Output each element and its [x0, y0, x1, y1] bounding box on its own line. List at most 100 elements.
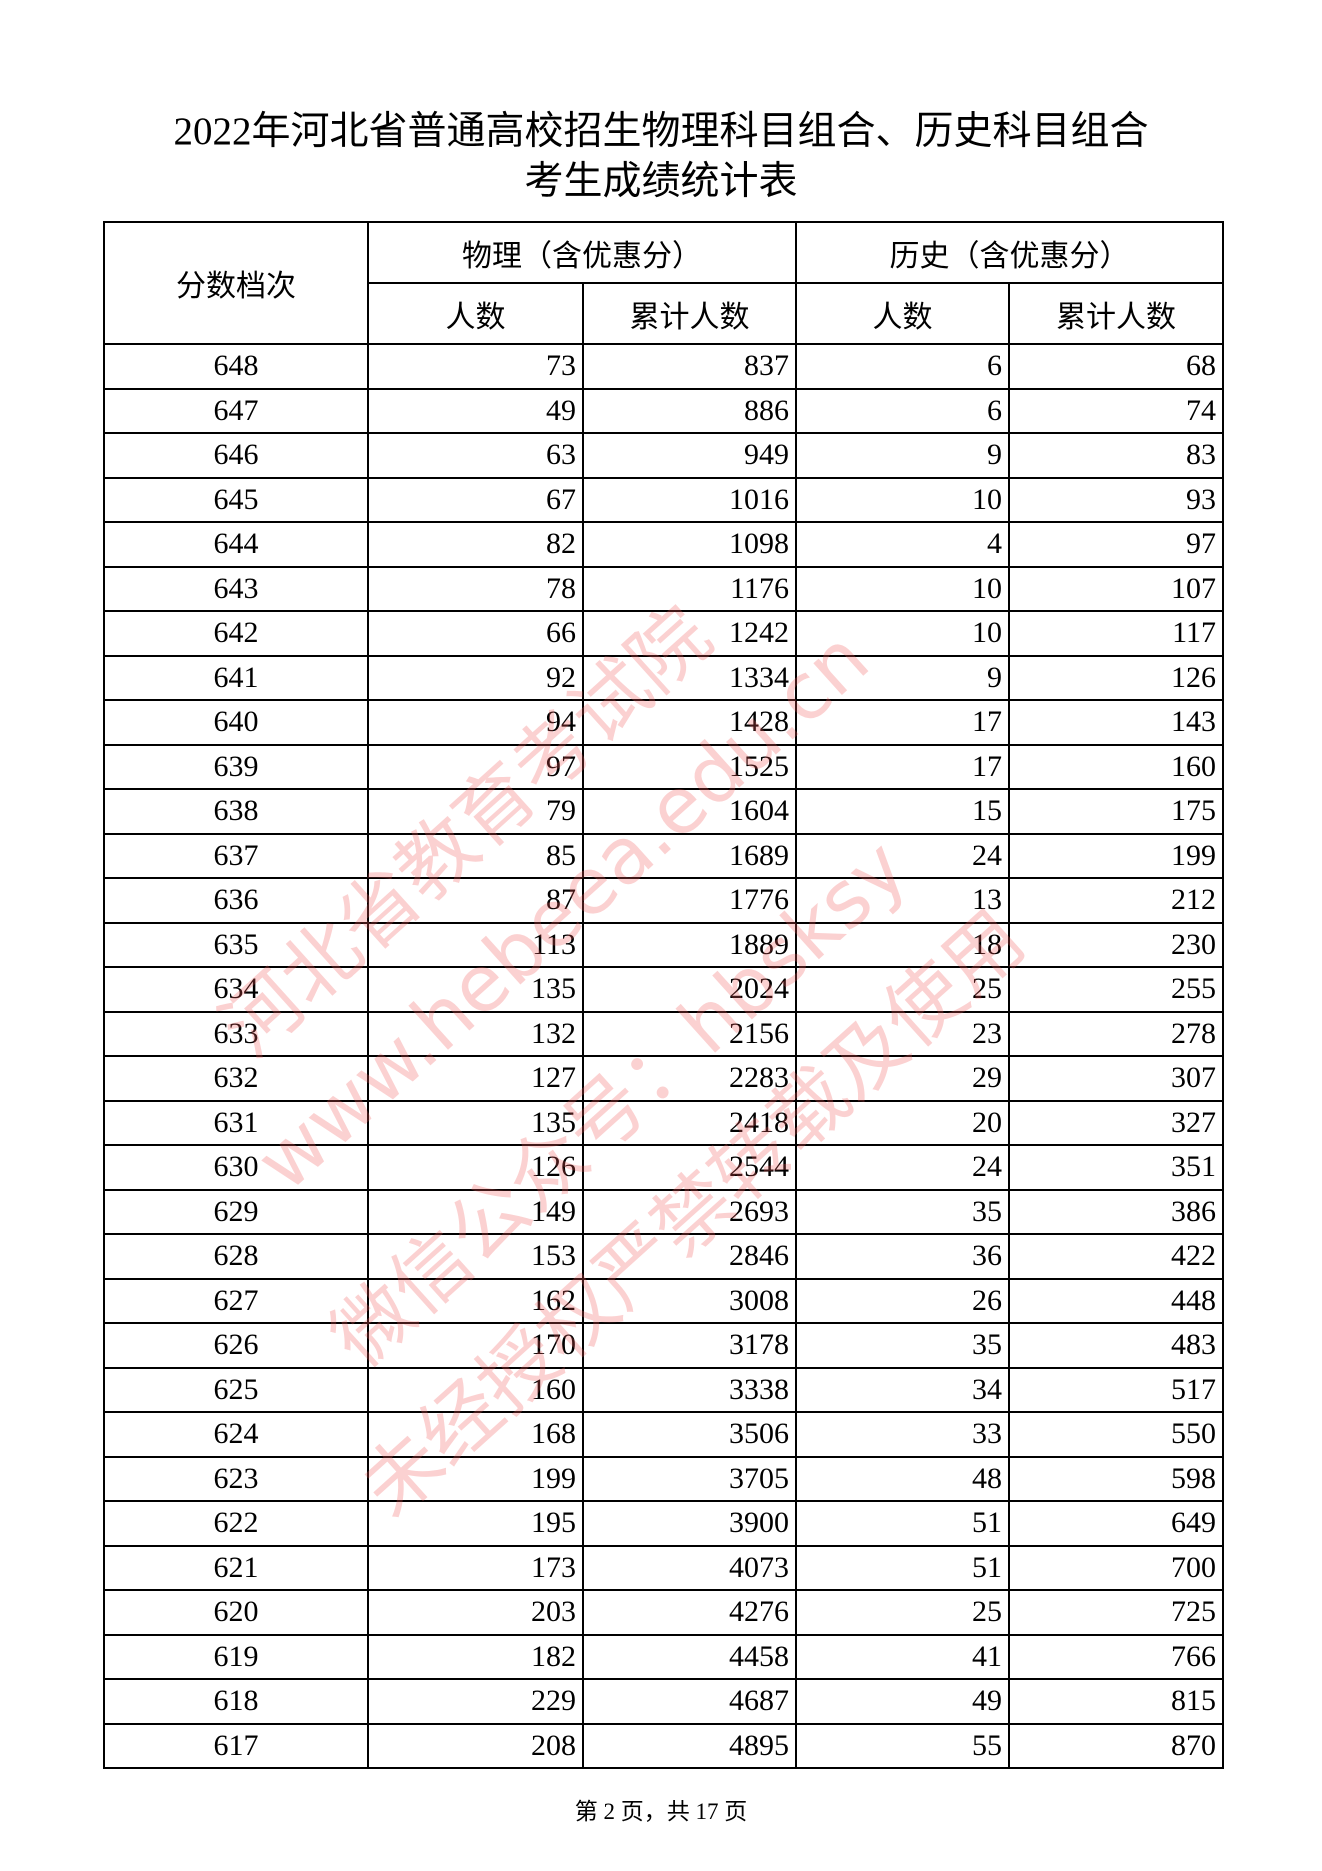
header-row-1: 分数档次 物理（含优惠分） 历史（含优惠分） — [103, 221, 1224, 345]
table-row: 624 168 3506 33 550 — [103, 1411, 1224, 1458]
history-cumulative-cell: 649 — [1008, 1500, 1224, 1547]
score-cell: 647 — [103, 387, 369, 434]
score-cell: 624 — [103, 1411, 369, 1458]
history-cumulative-cell: 307 — [1008, 1055, 1224, 1102]
score-cell: 633 — [103, 1010, 369, 1057]
physics-count-cell: 78 — [367, 565, 584, 612]
history-cumulative-cell: 143 — [1008, 699, 1224, 746]
table-row: 625 160 3338 34 517 — [103, 1366, 1224, 1413]
history-cumulative-cell: 160 — [1008, 743, 1224, 790]
physics-count-cell: 87 — [367, 877, 584, 924]
physics-cumulative-cell: 886 — [582, 387, 797, 434]
history-count-cell: 41 — [795, 1633, 1010, 1680]
history-cumulative-cell: 700 — [1008, 1544, 1224, 1591]
history-count-cell: 55 — [795, 1722, 1010, 1769]
physics-cumulative-cell: 3178 — [582, 1322, 797, 1369]
table-row: 617 208 4895 55 870 — [103, 1722, 1224, 1769]
history-count-cell: 4 — [795, 521, 1010, 568]
physics-count-cell: 66 — [367, 610, 584, 657]
physics-count-cell: 79 — [367, 788, 584, 835]
score-cell: 631 — [103, 1099, 369, 1146]
physics-count-cell: 49 — [367, 387, 584, 434]
physics-count-cell: 168 — [367, 1411, 584, 1458]
score-cell: 632 — [103, 1055, 369, 1102]
table-row: 637 85 1689 24 199 — [103, 832, 1224, 879]
score-cell: 617 — [103, 1722, 369, 1769]
header-score: 分数档次 — [103, 221, 369, 345]
table-row: 633 132 2156 23 278 — [103, 1010, 1224, 1057]
table-row: 635 113 1889 18 230 — [103, 921, 1224, 968]
table-row: 646 63 949 9 83 — [103, 432, 1224, 479]
table-row: 627 162 3008 26 448 — [103, 1277, 1224, 1324]
physics-count-cell: 82 — [367, 521, 584, 568]
physics-cumulative-cell: 2024 — [582, 966, 797, 1013]
history-cumulative-cell: 68 — [1008, 343, 1224, 390]
physics-count-cell: 67 — [367, 476, 584, 523]
table-row: 642 66 1242 10 117 — [103, 610, 1224, 657]
physics-count-cell: 153 — [367, 1233, 584, 1280]
history-cumulative-cell: 327 — [1008, 1099, 1224, 1146]
physics-count-cell: 160 — [367, 1366, 584, 1413]
history-cumulative-cell: 278 — [1008, 1010, 1224, 1057]
physics-count-cell: 208 — [367, 1722, 584, 1769]
table-row: 648 73 837 6 68 — [103, 343, 1224, 390]
history-cumulative-cell: 199 — [1008, 832, 1224, 879]
history-cumulative-cell: 725 — [1008, 1589, 1224, 1636]
history-cumulative-cell: 93 — [1008, 476, 1224, 523]
history-count-cell: 17 — [795, 699, 1010, 746]
history-cumulative-cell: 126 — [1008, 654, 1224, 701]
table-row: 647 49 886 6 74 — [103, 387, 1224, 434]
physics-cumulative-cell: 3506 — [582, 1411, 797, 1458]
score-cell: 637 — [103, 832, 369, 879]
score-cell: 634 — [103, 966, 369, 1013]
physics-cumulative-cell: 1428 — [582, 699, 797, 746]
history-cumulative-cell: 83 — [1008, 432, 1224, 479]
history-cumulative-cell: 550 — [1008, 1411, 1224, 1458]
score-cell: 625 — [103, 1366, 369, 1413]
physics-count-cell: 126 — [367, 1144, 584, 1191]
score-cell: 619 — [103, 1633, 369, 1680]
physics-count-cell: 97 — [367, 743, 584, 790]
physics-cumulative-cell: 4276 — [582, 1589, 797, 1636]
table-row: 626 170 3178 35 483 — [103, 1322, 1224, 1369]
table-row: 632 127 2283 29 307 — [103, 1055, 1224, 1102]
table-row: 641 92 1334 9 126 — [103, 654, 1224, 701]
history-count-cell: 9 — [795, 432, 1010, 479]
table-row: 629 149 2693 35 386 — [103, 1188, 1224, 1235]
physics-cumulative-cell: 2846 — [582, 1233, 797, 1280]
physics-count-cell: 127 — [367, 1055, 584, 1102]
physics-cumulative-cell: 1776 — [582, 877, 797, 924]
score-cell: 638 — [103, 788, 369, 835]
physics-cumulative-cell: 1604 — [582, 788, 797, 835]
history-count-cell: 49 — [795, 1678, 1010, 1725]
history-count-cell: 34 — [795, 1366, 1010, 1413]
score-cell: 641 — [103, 654, 369, 701]
history-count-cell: 36 — [795, 1233, 1010, 1280]
score-cell: 639 — [103, 743, 369, 790]
physics-count-cell: 162 — [367, 1277, 584, 1324]
physics-count-cell: 199 — [367, 1455, 584, 1502]
physics-count-cell: 63 — [367, 432, 584, 479]
table-row: 639 97 1525 17 160 — [103, 743, 1224, 790]
physics-cumulative-cell: 1334 — [582, 654, 797, 701]
physics-count-cell: 132 — [367, 1010, 584, 1057]
score-cell: 643 — [103, 565, 369, 612]
history-cumulative-cell: 598 — [1008, 1455, 1224, 1502]
history-count-cell: 24 — [795, 832, 1010, 879]
physics-cumulative-cell: 1176 — [582, 565, 797, 612]
header-row-2: 人数 累计人数 人数 累计人数 — [104, 282, 1224, 345]
history-count-cell: 25 — [795, 1589, 1010, 1636]
history-count-cell: 33 — [795, 1411, 1010, 1458]
history-cumulative-cell: 815 — [1008, 1678, 1224, 1725]
history-count-cell: 25 — [795, 966, 1010, 1013]
physics-cumulative-cell: 949 — [582, 432, 797, 479]
physics-count-cell: 135 — [367, 1099, 584, 1146]
history-count-cell: 13 — [795, 877, 1010, 924]
history-cumulative-cell: 97 — [1008, 521, 1224, 568]
history-count-cell: 48 — [795, 1455, 1010, 1502]
physics-cumulative-cell: 2418 — [582, 1099, 797, 1146]
physics-count-cell: 173 — [367, 1544, 584, 1591]
history-count-cell: 24 — [795, 1144, 1010, 1191]
physics-cumulative-cell: 1242 — [582, 610, 797, 657]
table-body: 648 73 837 6 68 647 49 886 6 74 646 63 949 9 83 645 67 10… — [103, 343, 1224, 1769]
